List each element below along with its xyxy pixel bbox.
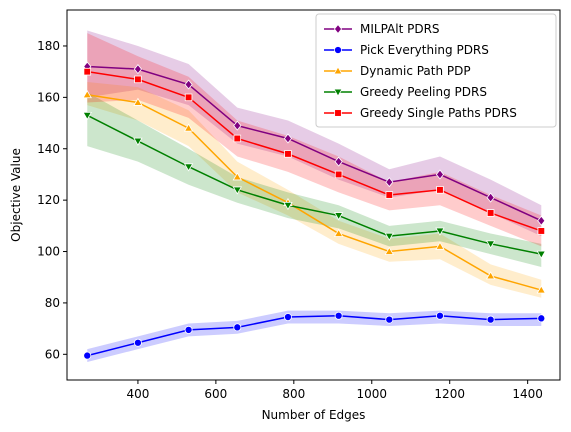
data-point — [82, 112, 92, 121]
data-point — [537, 215, 546, 226]
y-axis-label: Objective Value — [9, 148, 23, 242]
y-tick-label: 60 — [45, 347, 60, 361]
y-tick-label: 180 — [37, 39, 60, 53]
data-point — [435, 241, 445, 250]
x-tick-label: 1000 — [356, 387, 387, 401]
data-point — [134, 75, 142, 84]
x-axis-ticks: 400 600 800 1000 1200 1400 — [126, 380, 543, 401]
data-point — [537, 314, 546, 323]
data-point — [133, 64, 143, 75]
series-lines — [86, 65, 542, 357]
data-point — [133, 137, 143, 146]
data-point — [486, 192, 495, 203]
confidence-bands — [87, 30, 542, 363]
series-line — [86, 114, 542, 255]
data-point — [133, 97, 143, 106]
confidence-band — [87, 81, 542, 298]
y-tick-label: 160 — [37, 90, 60, 104]
data-point — [486, 209, 495, 217]
legend-marker — [334, 109, 342, 117]
data-point — [183, 163, 194, 172]
legend-marker — [333, 88, 343, 97]
data-point — [435, 311, 444, 320]
data-point — [232, 172, 242, 181]
legend-frame — [315, 13, 557, 128]
data-point — [385, 191, 394, 199]
data-point — [385, 177, 394, 188]
data-point — [537, 227, 546, 235]
data-point — [284, 313, 292, 322]
legend-label: Pick Everything PDRS — [360, 43, 489, 57]
data-point — [435, 227, 445, 236]
legend: MILPAlt PDRS Pick Everything PDRS Dynamic … — [315, 13, 557, 128]
x-tick-label: 400 — [126, 387, 149, 401]
y-axis-ticks: 60 80 100 120 140 160 180 — [37, 39, 67, 361]
legend-marker — [333, 66, 343, 75]
series-line — [87, 94, 542, 291]
data-point — [384, 246, 394, 255]
data-point — [133, 338, 142, 347]
y-tick-label: 80 — [45, 296, 60, 310]
legend-label: Greedy Peeling PDRS — [360, 85, 487, 99]
data-point — [536, 250, 546, 259]
data-point — [536, 285, 546, 294]
series-markers — [82, 61, 546, 360]
confidence-band — [87, 33, 542, 247]
x-axis-label: Number of Edges — [262, 408, 366, 422]
data-point — [384, 232, 394, 241]
series-line — [87, 65, 542, 222]
data-point — [435, 169, 445, 180]
x-tick-label: 1200 — [434, 387, 465, 401]
x-tick-label: 1400 — [512, 387, 543, 401]
data-point — [233, 134, 242, 143]
x-tick-label: 600 — [204, 387, 227, 401]
data-point — [184, 93, 193, 102]
series-line — [87, 70, 542, 232]
legend-label: Dynamic Path PDP — [360, 64, 471, 78]
data-point — [233, 120, 242, 131]
data-point — [184, 79, 193, 90]
data-point — [334, 156, 343, 167]
data-point — [233, 323, 242, 332]
legend-marker — [333, 23, 343, 35]
data-point — [436, 186, 444, 194]
legend-marker — [334, 46, 342, 54]
data-point — [333, 212, 344, 221]
confidence-band — [87, 310, 542, 363]
data-point — [283, 201, 293, 211]
data-point — [485, 240, 496, 249]
data-point — [333, 228, 344, 237]
y-tick-label: 140 — [37, 142, 60, 156]
plot-area-frame — [66, 9, 561, 381]
legend-label: Greedy Single Paths PDRS — [360, 106, 517, 120]
y-tick-label: 100 — [37, 245, 60, 259]
data-point — [183, 123, 194, 132]
data-point — [284, 150, 292, 158]
data-point — [334, 170, 343, 179]
x-tick-label: 800 — [282, 387, 305, 401]
series-line — [87, 315, 542, 357]
data-point — [83, 351, 92, 360]
data-point — [334, 311, 343, 320]
data-point — [184, 325, 193, 334]
confidence-band — [87, 92, 542, 267]
data-point — [82, 90, 92, 99]
data-point — [83, 67, 92, 76]
confidence-band — [87, 30, 542, 237]
data-point — [232, 186, 242, 195]
legend-label: MILPAlt PDRS — [360, 22, 440, 36]
y-tick-label: 120 — [37, 193, 60, 207]
data-point — [486, 315, 495, 324]
data-point — [385, 315, 394, 324]
data-point — [485, 271, 496, 280]
data-point — [283, 133, 293, 144]
